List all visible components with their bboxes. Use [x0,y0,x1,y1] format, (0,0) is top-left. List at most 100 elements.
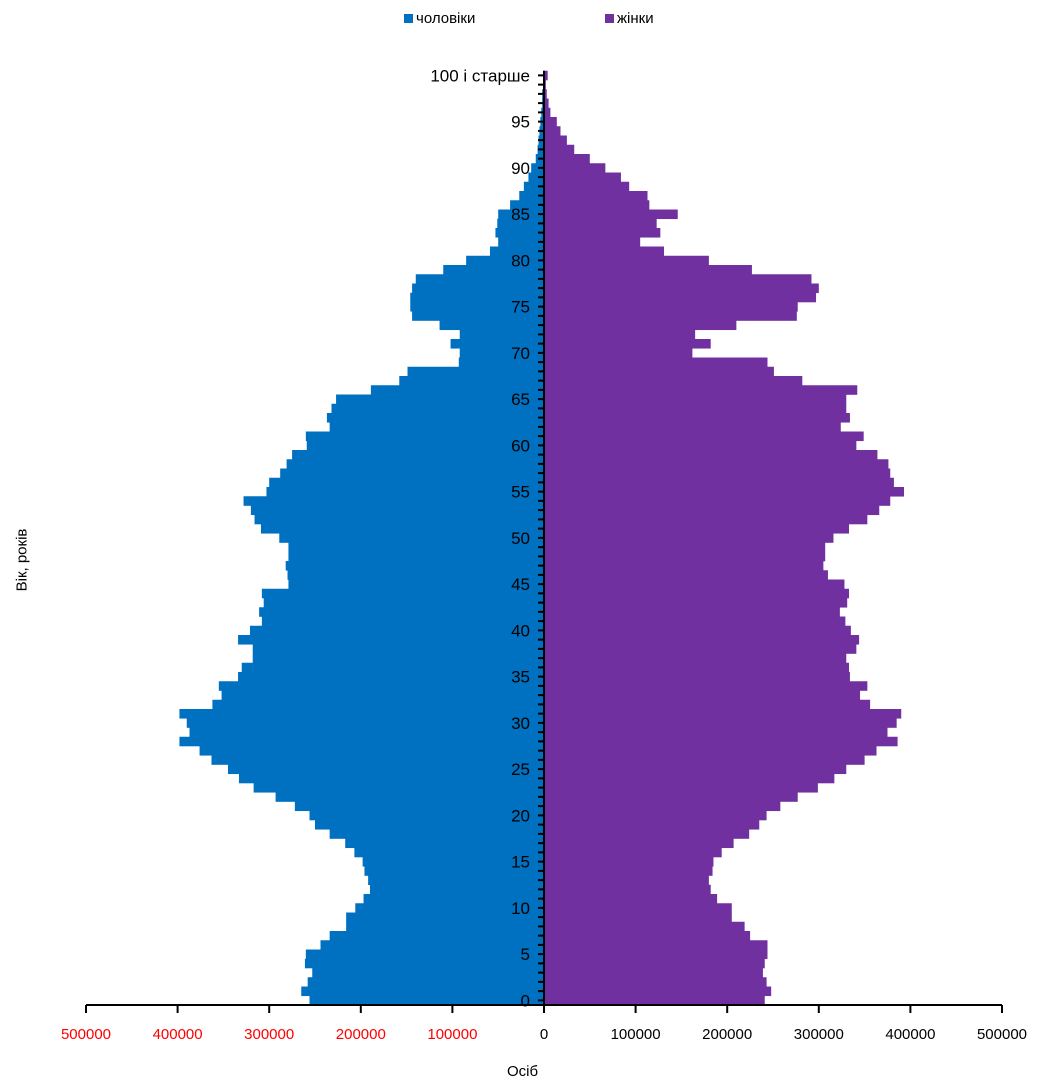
y-tick-label: 100 і старше [430,66,530,85]
bar-males [410,292,544,303]
bar-females [544,662,850,673]
bar-males [221,690,544,701]
bar-females [544,764,847,775]
bar-males [368,875,544,886]
bar-females [544,829,750,839]
x-tick-label: 400000 [885,1026,935,1043]
bar-males [510,200,544,210]
bar-females [544,588,850,599]
bar-males [292,450,544,460]
bar-males [253,783,544,793]
bar-males [287,570,544,580]
x-tick-label: 0 [540,1026,548,1043]
y-tick-label: 85 [511,205,530,224]
bar-males [369,884,544,895]
bar-females [544,810,767,821]
bar-males [355,903,544,913]
y-tick-label: 0 [521,991,530,1010]
y-tick-label: 70 [511,344,530,363]
x-tick-label: 500000 [61,1026,111,1043]
bar-females [544,524,850,534]
bar-females [544,218,657,229]
bar-males [415,274,544,284]
bar-males [458,357,544,368]
bar-females [544,450,878,460]
bar-females [544,422,841,432]
bar-males [336,394,544,405]
bar-females [544,903,732,913]
bar-females [544,820,760,830]
bar-females [544,783,818,793]
bar-females [544,940,768,950]
bar-females [544,154,590,164]
bar-females [544,995,765,1006]
bar-females [544,542,826,553]
bar-females [544,339,711,349]
bar-females [544,857,714,867]
bar-females [544,561,824,571]
y-tick-label: 25 [511,760,530,779]
bar-males [304,958,544,969]
bar-males [329,829,544,839]
bar-males [407,366,544,377]
y-tick-label: 30 [511,714,530,733]
bar-females [544,403,847,414]
bar-males [211,755,545,765]
legend: чоловіки жінки [0,10,1045,32]
bar-females [544,172,621,183]
bar-females [544,357,768,368]
bar-males [459,348,544,358]
bar-females [544,431,864,442]
bar-males [199,746,544,756]
bar-females [544,385,858,395]
y-tick-label: 5 [521,945,530,964]
bar-females [544,163,606,173]
legend-swatch-females [605,14,614,23]
bar-males [459,329,544,340]
x-tick-label: 300000 [794,1026,844,1043]
bar-females [544,977,767,987]
bar-females [544,625,851,636]
bar-females [544,533,834,543]
y-tick-label: 35 [511,668,530,687]
bar-males [241,662,544,673]
bar-males [286,459,544,469]
bar-males [412,311,544,321]
bar-males [331,403,544,414]
bar-females [544,228,661,238]
bar-males [498,237,544,247]
bar-females [544,200,650,210]
bar-females [544,292,817,303]
bar-females [544,866,713,876]
legend-item-males: чоловіки [404,10,475,27]
bar-males [189,727,544,738]
bar-females [544,283,819,294]
bar-males [326,413,544,423]
x-tick-label: 100000 [427,1026,477,1043]
bar-females [544,468,891,479]
bar-females [544,672,850,682]
bar-females [544,635,860,645]
bar-females [544,89,547,99]
bar-males [186,718,544,728]
bar-males [252,644,544,654]
bar-females [544,496,891,506]
bar-males [329,931,544,941]
bar-females [544,126,561,136]
y-tick-label: 40 [511,621,530,640]
bar-females [544,746,877,756]
bar-males [218,681,544,691]
y-tick-label: 45 [511,575,530,594]
bar-males [261,616,544,627]
bar-males [329,422,544,432]
bar-females [544,255,709,266]
bar-males [294,801,544,812]
bar-males [315,820,544,830]
bar-females [544,505,880,516]
bar-males [362,857,544,867]
bar-females [544,644,857,654]
bar-males [212,699,544,710]
bar-males [370,385,544,395]
bar-females [544,598,848,608]
bar-females [544,690,861,701]
